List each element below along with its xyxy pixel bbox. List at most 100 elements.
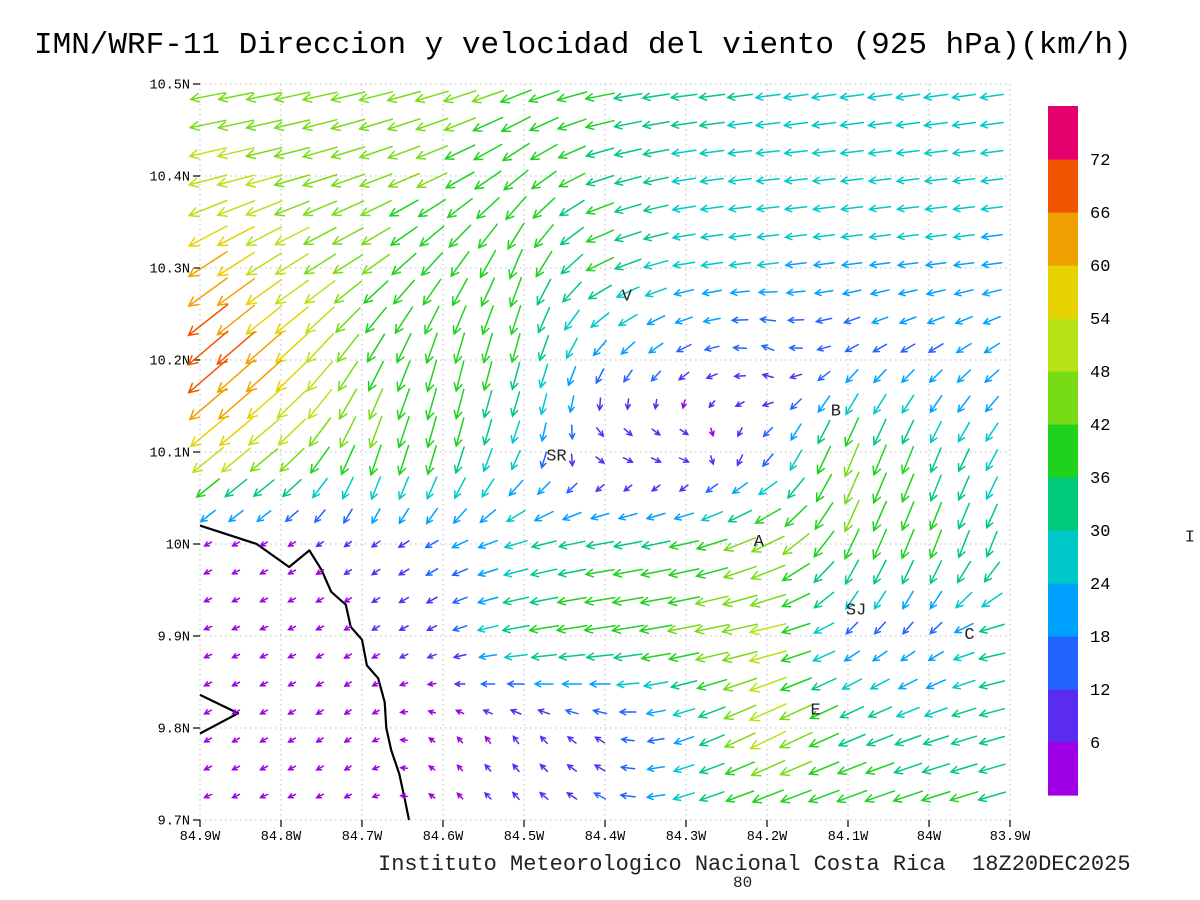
wind-arrows [186,89,1007,804]
wind-arrow [623,369,633,384]
wind-arrow [414,90,449,104]
wind-arrow [330,200,365,217]
wind-arrow [567,395,575,414]
wind-arrow [584,568,615,578]
wind-arrow [530,540,557,550]
wind-arrow [343,681,352,687]
wind-arrow [273,91,310,103]
station-label: B [831,403,841,422]
y-axis-label: 10.1N [149,447,190,462]
colorbar-segment [1048,106,1078,160]
wind-arrow [259,793,269,799]
wind-arrow [673,735,695,745]
wind-arrow [503,652,528,661]
wind-arrow [894,120,921,129]
wind-arrow [394,306,414,335]
wind-arrow [512,735,520,745]
wind-arrow [259,681,269,687]
wind-arrow [484,735,492,744]
wind-arrow [696,678,728,691]
wind-arrow [871,650,888,662]
wind-arrow [584,92,615,102]
wind-arrow [956,369,972,384]
wind-arrow [398,507,410,525]
wind-arrow [302,200,338,217]
wind-arrow [472,143,503,161]
wind-arrow [218,417,253,447]
wind-arrow [245,359,282,393]
wind-arrow [399,737,408,743]
wind-arrow [588,680,611,688]
wind-arrow [452,653,467,660]
wind-arrow [539,763,549,773]
colorbar-segment [1048,371,1078,425]
wind-arrow [231,625,241,631]
wind-arrow [948,791,979,803]
wind-arrow [560,253,584,275]
wind-arrow [227,509,244,523]
wind-arrow [647,342,664,354]
wind-arrow [727,509,753,523]
wind-arrow [641,148,670,158]
wind-arrow [358,145,393,160]
colorbar-label: 42 [1090,417,1110,436]
wind-arrow [788,373,803,380]
wind-arrow [843,499,860,533]
wind-arrow [813,288,834,297]
wind-arrow [652,398,659,411]
wind-arrow [315,765,325,771]
wind-arrow [273,226,310,246]
wind-arrow [556,118,587,131]
wind-arrow [585,652,614,661]
wind-arrow [789,398,802,411]
wind-arrow [894,92,921,101]
wind-arrow [535,250,553,278]
wind-arrow [343,653,353,659]
wind-arrow [896,232,919,241]
wind-arrow [371,709,380,715]
wind-arrow [231,765,241,771]
wind-arrow [837,733,866,747]
wind-arrow [396,415,410,449]
wind-arrow [730,316,749,324]
wind-arrow [778,731,813,749]
wind-arrow [843,650,860,662]
wind-arrow [187,250,228,278]
wind-arrow [366,333,386,364]
wind-arrow [557,172,586,188]
wind-arrow [929,621,943,635]
wind-arrow [589,312,610,329]
wind-arrow [584,119,615,131]
wind-arrow [867,148,892,157]
wind-arrow [284,509,299,523]
wind-arrow [641,92,670,102]
wind-arrow [979,148,1004,157]
wind-arrow [985,449,999,472]
wind-arrow [594,736,606,744]
wind-arrow [721,650,758,664]
wind-arrow [398,681,409,687]
wind-arrow [508,248,523,280]
wind-arrow [811,204,836,213]
wind-arrow [757,480,778,496]
wind-arrow [510,391,521,418]
wind-arrow [583,596,616,606]
wind-arrow [397,444,410,477]
y-axis-label: 10.5N [149,79,190,94]
wind-arrow [843,528,860,561]
wind-arrow [899,650,916,662]
wind-arrow [873,393,887,415]
wind-arrow [216,174,256,188]
wind-arrow [872,472,887,505]
wind-arrow [733,372,747,380]
wind-arrow [750,535,785,553]
y-axis-label: 10.4N [149,171,190,186]
wind-arrow [451,625,468,632]
wind-arrow [536,708,551,715]
wind-arrow [510,420,521,445]
wind-arrow [900,528,915,560]
wind-arrow [533,510,554,522]
wind-arrow [677,371,690,381]
wind-arrow [343,737,352,744]
